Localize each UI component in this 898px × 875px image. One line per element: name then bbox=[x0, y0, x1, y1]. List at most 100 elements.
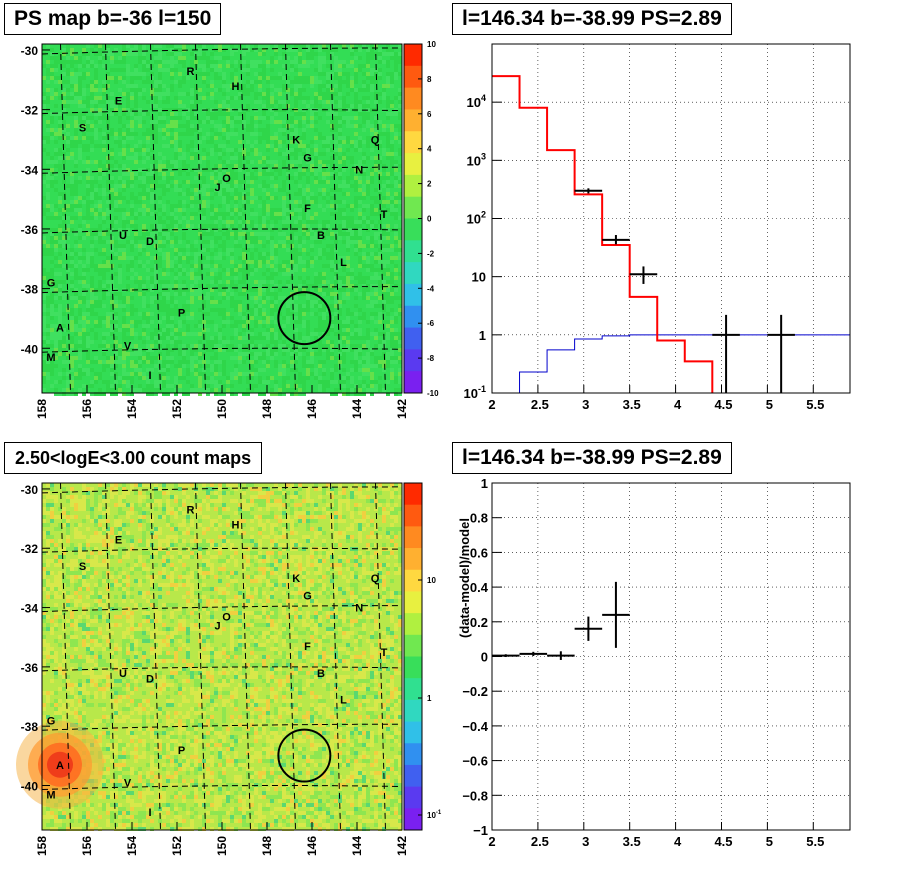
map-pixel bbox=[90, 216, 94, 220]
map-pixel bbox=[346, 272, 350, 276]
map-pixel bbox=[258, 140, 262, 144]
map-pixel bbox=[134, 100, 138, 104]
map-pixel bbox=[230, 184, 234, 188]
map-pixel bbox=[306, 324, 310, 328]
map-pixel bbox=[150, 132, 154, 136]
map-pixel bbox=[218, 104, 222, 108]
map-pixel bbox=[46, 140, 50, 144]
map-pixel bbox=[66, 491, 70, 495]
map-pixel bbox=[334, 172, 338, 176]
map-pixel bbox=[314, 76, 318, 80]
map-pixel bbox=[334, 392, 338, 396]
map-pixel bbox=[274, 364, 278, 368]
map-pixel bbox=[302, 60, 306, 64]
map-pixel bbox=[294, 360, 298, 364]
map-pixel bbox=[362, 392, 366, 396]
map-pixel bbox=[314, 180, 318, 184]
map-pixel bbox=[218, 108, 222, 112]
map-pixel bbox=[362, 140, 366, 144]
map-pixel bbox=[118, 264, 122, 268]
map-pixel bbox=[70, 256, 74, 260]
map-pixel bbox=[98, 48, 102, 52]
map-pixel bbox=[106, 164, 110, 168]
map-pixel bbox=[182, 360, 186, 364]
map-pixel bbox=[90, 296, 94, 300]
map-pixel bbox=[354, 284, 358, 288]
map-pixel bbox=[214, 168, 218, 172]
map-pixel bbox=[182, 192, 186, 196]
map-pixel bbox=[162, 284, 166, 288]
map-pixel bbox=[370, 252, 374, 256]
map-pixel bbox=[110, 368, 114, 372]
map-pixel bbox=[242, 344, 246, 348]
map-pixel bbox=[394, 328, 398, 332]
map-pixel bbox=[346, 348, 350, 352]
map-pixel bbox=[86, 348, 90, 352]
map-pixel bbox=[46, 96, 50, 100]
map-pixel bbox=[250, 208, 254, 212]
map-pixel bbox=[178, 52, 182, 56]
map-pixel bbox=[162, 68, 166, 72]
map-pixel bbox=[362, 344, 366, 348]
map-pixel bbox=[238, 120, 242, 124]
map-pixel bbox=[262, 272, 266, 276]
map-pixel bbox=[266, 487, 270, 491]
map-pixel bbox=[306, 56, 310, 60]
map-pixel bbox=[78, 180, 82, 184]
map-pixel bbox=[346, 148, 350, 152]
map-pixel bbox=[46, 340, 50, 344]
map-pixel bbox=[294, 56, 298, 60]
map-pixel bbox=[170, 356, 174, 360]
map-pixel bbox=[254, 268, 258, 272]
map-pixel bbox=[214, 64, 218, 68]
map-pixel bbox=[150, 196, 154, 200]
map-pixel bbox=[302, 100, 306, 104]
map-pixel bbox=[342, 380, 346, 384]
map-pixel bbox=[210, 368, 214, 372]
map-pixel bbox=[370, 156, 374, 160]
map-pixel bbox=[70, 248, 74, 252]
map-pixel bbox=[78, 152, 82, 156]
map-pixel bbox=[58, 192, 62, 196]
map-pixel bbox=[318, 240, 322, 244]
map-pixel bbox=[98, 392, 102, 396]
map-pixel bbox=[62, 224, 66, 228]
map-pixel bbox=[62, 280, 66, 284]
map-pixel bbox=[258, 44, 262, 48]
map-pixel bbox=[322, 220, 326, 224]
map-pixel bbox=[306, 104, 310, 108]
map-pixel bbox=[70, 92, 74, 96]
map-pixel bbox=[342, 384, 346, 388]
map-pixel bbox=[126, 100, 130, 104]
map-pixel bbox=[374, 344, 378, 348]
map-pixel bbox=[306, 236, 310, 240]
map-pixel bbox=[294, 503, 298, 507]
map-pixel bbox=[266, 240, 270, 244]
map-pixel bbox=[186, 260, 190, 264]
map-pixel bbox=[166, 216, 170, 220]
map-pixel bbox=[342, 264, 346, 268]
map-pixel bbox=[138, 172, 142, 176]
map-pixel bbox=[274, 168, 278, 172]
map-pixel bbox=[326, 120, 330, 124]
map-pixel bbox=[338, 148, 342, 152]
map-pixel bbox=[90, 300, 94, 304]
map-pixel bbox=[250, 192, 254, 196]
map-pixel bbox=[322, 60, 326, 64]
map-pixel bbox=[246, 308, 250, 312]
map-pixel bbox=[214, 44, 218, 48]
map-pixel bbox=[74, 268, 78, 272]
map-pixel bbox=[362, 368, 366, 372]
map-pixel bbox=[206, 224, 210, 228]
map-pixel bbox=[306, 352, 310, 356]
map-pixel bbox=[238, 64, 242, 68]
map-pixel bbox=[350, 52, 354, 56]
map-pixel bbox=[350, 240, 354, 244]
map-pixel bbox=[318, 192, 322, 196]
map-pixel bbox=[374, 168, 378, 172]
map-pixel bbox=[258, 60, 262, 64]
map-pixel bbox=[94, 503, 98, 507]
map-pixel bbox=[318, 364, 322, 368]
map-pixel bbox=[366, 140, 370, 144]
map-pixel bbox=[166, 240, 170, 244]
